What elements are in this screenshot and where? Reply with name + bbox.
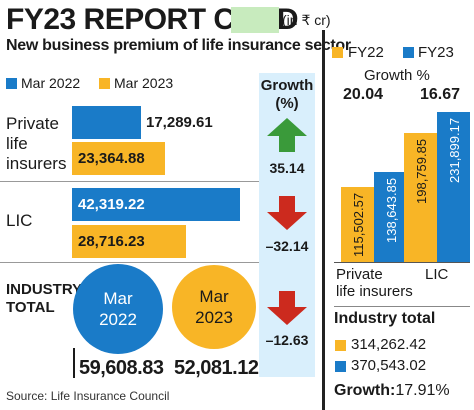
value-pointer-line-2022 [73,348,75,378]
rp-growth-line: Growth:17.91% [334,382,450,400]
bar-lic-mar2023 [72,225,186,258]
rp-growth-title: Growth % [364,67,430,84]
value-lic-mar2022: 42,319.22 [78,196,145,213]
rp-industry-title: Industry total [334,310,436,327]
growth-lic: –32.14 [265,238,309,254]
rp-ind-value-fy22: 314,262.42 [351,336,427,353]
row-divider-2 [0,262,259,263]
row-label-private-line1: Private [6,114,59,133]
rp-value-lic-fy23: 231,899.17 [447,117,462,183]
row-label-private-line3: insurers [6,154,67,173]
row-divider-1 [0,181,259,182]
rp-ind-swatch-fy23 [335,361,346,372]
legend-label-mar2022: Mar 2022 [21,75,81,91]
rp-divider [334,306,470,307]
title-unit: (in ₹ cr) [282,12,331,28]
circle-2022-line1: Mar [103,289,133,308]
rp-axis-line [334,262,470,263]
row-label-lic: LIC [6,211,33,230]
growth-header-line2: (%) [275,95,299,112]
rp-cat-private-line2: life insurers [336,283,413,300]
rp-cat-private-line1: Private [336,266,383,283]
rp-ind-swatch-fy22 [335,340,346,351]
rp-value-private-fy22: 115,502.57 [351,193,366,258]
legend-swatch-mar2023 [99,78,110,89]
rp-legend-swatch-fy22 [332,47,343,58]
panel-separator [322,30,325,410]
circle-industry-mar2022: Mar 2022 [73,264,163,354]
rp-bar-lic-fy22 [404,133,437,262]
circle-industry-mar2023: Mar 2023 [172,264,257,350]
bar-lic-mar2022 [72,188,240,221]
growth-up-arrow-icon [267,118,307,152]
growth-industry: –12.63 [265,332,309,348]
value-industry-mar2023: 52,081.12 [174,357,259,379]
rp-growth-value: 17.91% [395,382,450,399]
rp-value-private-fy23: 138,643.85 [384,178,399,244]
growth-down-arrow-icon [267,196,307,230]
rp-legend-swatch-fy23 [403,47,414,58]
value-lic-mar2023: 28,716.23 [78,233,145,250]
rp-growth-lic: 16.67 [420,86,461,103]
circle-2023-line2: 2023 [195,307,233,327]
bar-private-mar2023 [72,142,165,175]
row-label-industry-line2: TOTAL [6,299,55,316]
circle-2022-line2: 2022 [99,310,137,329]
rp-growth-label: Growth: [334,382,396,399]
row-label-private-line2: life [6,134,28,153]
rp-legend-label-fy22: FY22 [348,44,384,61]
circle-2023-line1: Mar [199,286,229,306]
rp-value-lic-fy22: 198,759.85 [414,139,429,205]
rp-cat-lic: LIC [425,266,449,283]
growth-private: 35.14 [269,160,305,176]
legend-label-mar2023: Mar 2023 [114,75,174,91]
growth-header-line1: Growth [260,77,314,94]
rp-bar-private-fy22 [341,187,374,262]
bar-private-mar2022 [72,106,141,139]
row-label-industry-line1: INDUSTRY [6,281,83,298]
rp-legend-label-fy23: FY23 [418,44,454,61]
growth-down-arrow-icon [267,291,307,325]
rp-bar-private-fy23 [374,172,407,262]
value-private-mar2023: 23,364.88 [78,150,145,167]
rp-ind-value-fy23: 370,543.02 [351,357,427,374]
value-private-mar2022: 17,289.61 [146,114,213,131]
rp-bar-lic-fy23 [437,112,470,262]
value-industry-mar2022: 59,608.83 [79,357,164,379]
source-note: Source: Life Insurance Council [6,389,170,403]
subtitle: New business premium of life insurance s… [6,37,351,54]
rp-growth-private: 20.04 [343,86,384,103]
legend-swatch-mar2022 [6,78,17,89]
title-highlight-box [231,7,279,33]
